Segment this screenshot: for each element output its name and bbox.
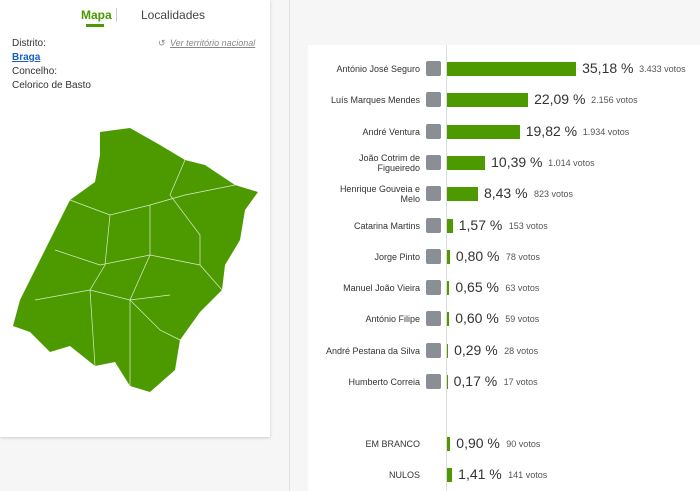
avatar (426, 311, 441, 327)
value-label: 1,41 % (458, 466, 502, 483)
bar (447, 62, 577, 76)
avatar (426, 186, 441, 202)
votes-label: 17 votos (503, 377, 538, 387)
candidate-name: António José Seguro (336, 64, 420, 74)
votes-label: 90 votos (506, 439, 541, 449)
bar (447, 249, 450, 264)
votes-label: 3.433 votos (639, 64, 686, 74)
value-label: 10,39 % (491, 153, 543, 170)
candidate-name: NULOS (388, 470, 420, 481)
link[interactable]: Braga (12, 52, 41, 63)
votes-label: 153 votos (508, 220, 548, 231)
link[interactable]: Ver território nacional (170, 38, 256, 48)
avatar (426, 61, 441, 76)
avatar (426, 342, 441, 358)
candidate-name: João Cotrim de Figueiredo (358, 152, 420, 173)
value-label: 0,17 % (453, 373, 498, 389)
tab[interactable]: Mapa (81, 8, 112, 22)
candidate-name: António Filipe (365, 314, 420, 325)
value-label: 22,09 % (534, 91, 586, 108)
bar (447, 312, 450, 327)
label: Concelho: (12, 66, 58, 77)
results-card (308, 45, 700, 491)
bar (447, 281, 450, 296)
candidate-name: Manuel João Vieira (343, 283, 420, 294)
votes-label: 63 votos (505, 283, 540, 294)
votes-label: 823 votos (533, 189, 573, 200)
avatar (426, 217, 441, 233)
tab-underline (86, 24, 104, 27)
avatar (426, 92, 441, 108)
candidate-name: Henrique Gouveia e Melo (339, 184, 420, 205)
votes-label: 141 votos (508, 470, 548, 481)
bar (447, 124, 520, 139)
candidate-name: Luís Marques Mendes (330, 95, 420, 106)
avatar (426, 248, 441, 264)
value-label: 1,57 % (458, 216, 503, 233)
bar (447, 93, 529, 108)
candidate-name: André Pestana da Silva (325, 345, 420, 356)
tab[interactable]: Localidades (141, 8, 206, 22)
candidate-name: André Ventura (362, 126, 420, 137)
label: Distrito: (12, 38, 46, 49)
avatar (426, 280, 441, 296)
votes-label: 59 votos (505, 314, 540, 325)
value-label: 35,18 % (582, 60, 634, 76)
bar (447, 375, 448, 389)
bar (447, 155, 486, 170)
map-card: Mapa Localidades Distrito: Braga Concelh… (0, 0, 270, 437)
map (13, 128, 258, 392)
bar (447, 343, 449, 358)
county: Celorico de Basto (12, 80, 91, 91)
bar (447, 187, 478, 202)
divider (116, 8, 117, 22)
value-label: 0,80 % (455, 247, 500, 264)
avatar (426, 123, 441, 139)
bar (447, 468, 453, 483)
value-label: 19,82 % (525, 122, 578, 139)
value-label: 0,90 % (456, 435, 500, 451)
bar (447, 437, 451, 451)
candidate-name: EM BRANCO (365, 439, 420, 449)
value-label: 8,43 % (483, 185, 528, 202)
votes-label: 2.156 votos (591, 95, 638, 106)
votes-label: 28 votos (504, 345, 539, 356)
votes-label: 1.014 votos (548, 157, 595, 168)
candidate-name: Catarina Martins (353, 220, 420, 231)
avatar (426, 154, 441, 170)
votes-label: 78 votos (505, 251, 540, 262)
votes-label: 1.934 votos (582, 126, 630, 137)
value-label: 0,60 % (455, 310, 499, 327)
avatar (426, 374, 441, 389)
value-label: 0,29 % (454, 341, 498, 358)
bar (447, 218, 453, 233)
value-label: 0,65 % (455, 279, 499, 296)
candidate-name: Jorge Pinto (374, 251, 420, 262)
candidate-name: Humberto Correia (348, 377, 420, 387)
axis-line (446, 45, 447, 491)
